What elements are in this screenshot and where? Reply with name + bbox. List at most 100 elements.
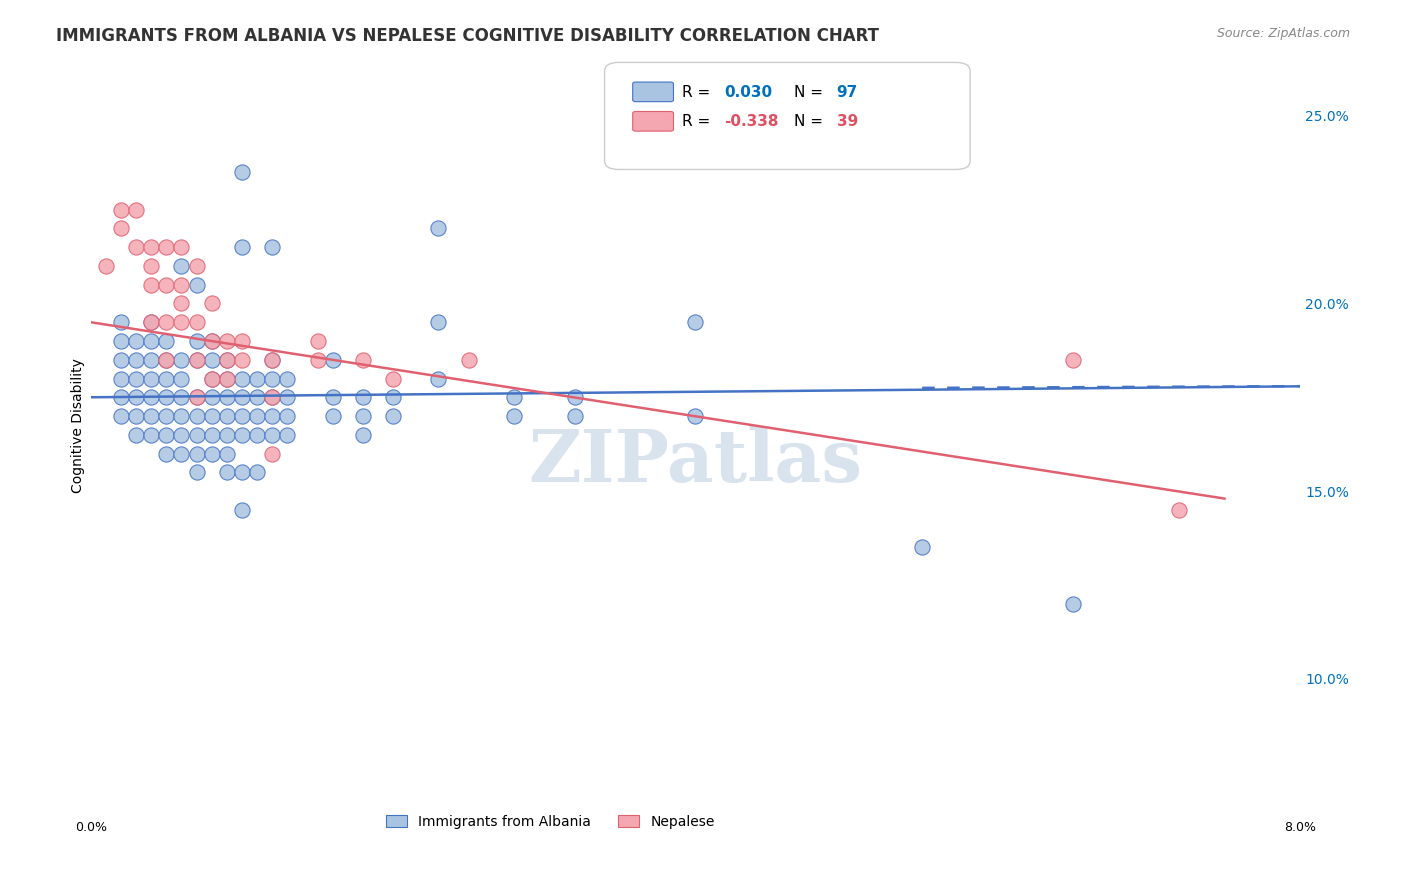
Point — [186, 352, 208, 367]
Point — [141, 334, 163, 348]
Point — [276, 427, 298, 442]
Text: R =: R = — [682, 114, 710, 128]
Point — [231, 390, 253, 404]
Point — [155, 427, 177, 442]
Point — [186, 315, 208, 329]
Point — [155, 409, 177, 423]
Text: N =: N = — [794, 114, 824, 128]
Point — [231, 503, 253, 517]
Point — [564, 390, 586, 404]
Text: N =: N = — [794, 86, 824, 100]
Point — [382, 390, 405, 404]
Point — [155, 371, 177, 385]
Point — [262, 352, 284, 367]
Point — [231, 352, 253, 367]
Point — [155, 240, 177, 254]
Point — [262, 352, 284, 367]
Point — [186, 259, 208, 273]
Point — [685, 315, 707, 329]
Point — [125, 390, 148, 404]
Point — [352, 409, 374, 423]
Point — [215, 390, 238, 404]
Point — [125, 334, 148, 348]
Point — [155, 390, 177, 404]
Point — [186, 409, 208, 423]
Point — [215, 371, 238, 385]
Y-axis label: Cognitive Disability: Cognitive Disability — [72, 358, 86, 493]
Point — [186, 352, 208, 367]
Point — [186, 390, 208, 404]
Point — [110, 315, 132, 329]
Point — [262, 240, 284, 254]
Point — [125, 409, 148, 423]
Point — [262, 446, 284, 460]
Point — [186, 427, 208, 442]
Point — [322, 352, 344, 367]
Point — [110, 352, 132, 367]
Point — [155, 352, 177, 367]
Point — [155, 315, 177, 329]
Point — [186, 390, 208, 404]
Point — [141, 352, 163, 367]
Text: IMMIGRANTS FROM ALBANIA VS NEPALESE COGNITIVE DISABILITY CORRELATION CHART: IMMIGRANTS FROM ALBANIA VS NEPALESE COGN… — [56, 27, 879, 45]
Point — [427, 315, 450, 329]
Point — [307, 334, 329, 348]
Point — [307, 352, 329, 367]
Point — [564, 409, 586, 423]
Point — [125, 352, 148, 367]
Point — [262, 390, 284, 404]
Point — [382, 371, 405, 385]
Point — [215, 427, 238, 442]
Point — [215, 352, 238, 367]
Point — [155, 277, 177, 292]
Point — [201, 334, 224, 348]
Point — [231, 409, 253, 423]
Point — [246, 371, 269, 385]
Point — [125, 202, 148, 217]
Text: -0.338: -0.338 — [724, 114, 779, 128]
Point — [201, 427, 224, 442]
Point — [201, 371, 224, 385]
Point — [352, 352, 374, 367]
Text: Source: ZipAtlas.com: Source: ZipAtlas.com — [1216, 27, 1350, 40]
Point — [170, 409, 193, 423]
Point — [231, 465, 253, 479]
Point — [186, 446, 208, 460]
Point — [262, 371, 284, 385]
Point — [110, 221, 132, 235]
Point — [1062, 597, 1084, 611]
Text: 0.0%: 0.0% — [75, 822, 107, 834]
Legend: Immigrants from Albania, Nepalese: Immigrants from Albania, Nepalese — [380, 807, 721, 836]
Point — [155, 334, 177, 348]
Point — [685, 409, 707, 423]
Point — [125, 427, 148, 442]
Point — [911, 541, 934, 555]
Point — [186, 334, 208, 348]
Point — [155, 352, 177, 367]
Text: ZIPatlas: ZIPatlas — [529, 426, 862, 498]
Point — [170, 446, 193, 460]
Point — [246, 465, 269, 479]
Point — [170, 240, 193, 254]
Point — [215, 446, 238, 460]
Point — [1168, 503, 1191, 517]
Point — [201, 390, 224, 404]
Point — [215, 465, 238, 479]
Point — [231, 165, 253, 179]
Point — [141, 371, 163, 385]
Point — [427, 371, 450, 385]
Point — [110, 202, 132, 217]
Point — [427, 221, 450, 235]
Point — [170, 427, 193, 442]
Point — [215, 371, 238, 385]
Point — [201, 371, 224, 385]
Point — [94, 259, 117, 273]
Point — [231, 371, 253, 385]
Point — [215, 409, 238, 423]
Point — [170, 296, 193, 310]
Point — [141, 409, 163, 423]
Point — [141, 259, 163, 273]
Point — [262, 390, 284, 404]
Point — [322, 390, 344, 404]
Point — [155, 446, 177, 460]
